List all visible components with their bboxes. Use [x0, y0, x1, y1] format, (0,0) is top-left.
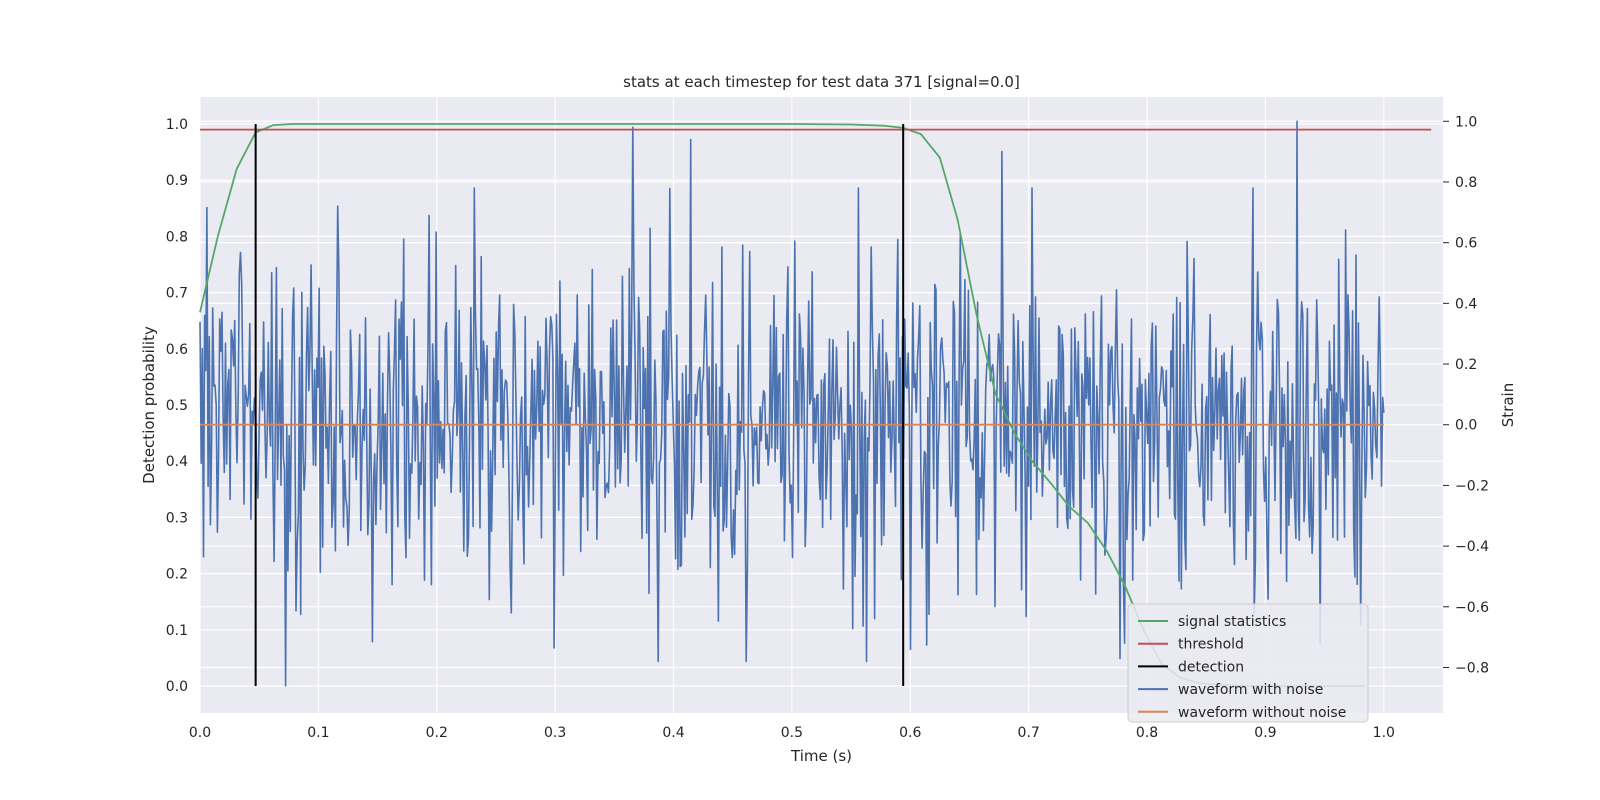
x-tick-label: 0.5 [781, 725, 803, 741]
x-tick-label: 0.3 [544, 725, 566, 741]
x-tick-label: 1.0 [1373, 725, 1395, 741]
right-tick-label: 0.4 [1455, 296, 1477, 312]
left-axis: 0.0 0.1 0.2 0.3 0.4 0.5 0.6 0.7 0.8 0.9 1.0 [166, 117, 188, 695]
y-tick-label: 0.9 [166, 173, 188, 189]
right-tick-label: −0.2 [1455, 478, 1489, 494]
x-tick-label: 0.2 [426, 725, 448, 741]
legend-box [1127, 603, 1369, 723]
chart-title: stats at each timestep for test data 371… [623, 73, 1020, 91]
x-tick-label: 0.4 [662, 725, 684, 741]
right-tick-label: −0.4 [1455, 539, 1489, 555]
legend-label: detection [1178, 659, 1244, 675]
legend-label: threshold [1178, 637, 1244, 653]
y-tick-label: 0.5 [166, 398, 188, 414]
right-tick-label: −0.8 [1455, 660, 1489, 676]
legend: signal statistics threshold detection wavef… [1127, 603, 1369, 723]
x-tick-label: 0.6 [899, 725, 921, 741]
x-tick-label: 0.0 [189, 725, 211, 741]
x-axis-label: Time (s) [790, 747, 852, 765]
y-tick-label: 0.8 [166, 229, 188, 245]
y-tick-label: 0.6 [166, 342, 188, 358]
x-tick-label: 0.9 [1254, 725, 1276, 741]
x-tick-label: 0.7 [1018, 725, 1040, 741]
right-tick-label: 1.0 [1455, 114, 1477, 130]
right-tick-label: 0.8 [1455, 175, 1477, 191]
y-tick-label: 0.3 [166, 510, 188, 526]
right-tick-label: 0.6 [1455, 236, 1477, 252]
waveform-with-noise-line [199, 120, 1385, 687]
x-axis: 0.0 0.1 0.2 0.3 0.4 0.5 0.6 0.7 0.8 0.9 1.0 [189, 725, 1395, 741]
right-axis-label: Strain [1499, 383, 1517, 427]
right-axis: −0.8 −0.6 −0.4 −0.2 0.0 0.2 0.4 0.6 0.8 1.0 [1443, 114, 1489, 676]
y-tick-label: 1.0 [166, 117, 188, 133]
y-tick-label: 0.0 [166, 679, 188, 695]
right-tick-label: 0.2 [1455, 357, 1477, 373]
legend-label: waveform without noise [1178, 705, 1346, 721]
right-tick-label: 0.0 [1455, 418, 1477, 434]
x-tick-label: 0.1 [307, 725, 329, 741]
y-axis-label: Detection probability [140, 326, 158, 484]
y-tick-label: 0.2 [166, 567, 188, 583]
legend-label: waveform with noise [1178, 682, 1323, 698]
x-tick-label: 0.8 [1136, 725, 1158, 741]
y-tick-label: 0.4 [166, 454, 188, 470]
y-tick-label: 0.7 [166, 286, 188, 302]
y-tick-label: 0.1 [166, 623, 188, 639]
legend-label: signal statistics [1178, 614, 1286, 630]
right-tick-label: −0.6 [1455, 600, 1489, 616]
